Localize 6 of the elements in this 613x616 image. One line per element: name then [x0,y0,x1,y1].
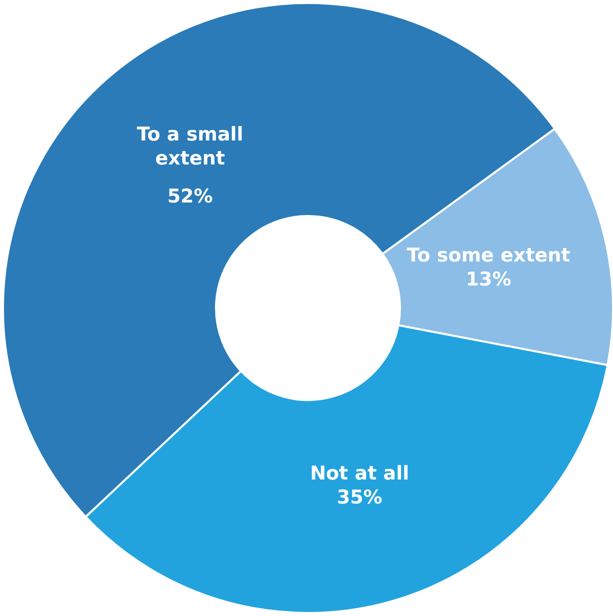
data-label: 52% [167,185,213,208]
slice-label: To some extent [406,244,570,267]
slice-label: To a small extent [136,123,244,170]
slice-label: Not at all [310,462,410,485]
data-label: 35% [336,486,382,509]
data-label: 13% [466,268,512,291]
